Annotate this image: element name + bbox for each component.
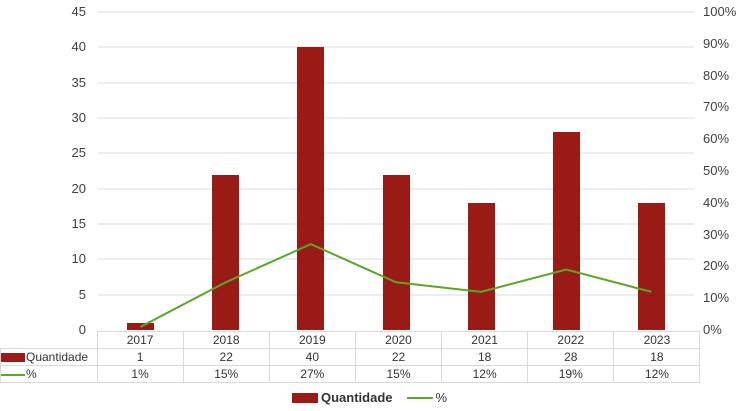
bar <box>552 132 580 330</box>
value-cell: 15% <box>182 365 270 383</box>
data-table-header-row: 2017 2018 2019 2020 2021 2022 2023 <box>1 331 701 349</box>
y2-tick-label: 70% <box>703 99 730 115</box>
row-label-quantidade: Quantidade <box>0 348 98 366</box>
data-table-row-percent: % 1% 15% 27% 15% 12% 19% 12% <box>0 365 701 383</box>
category-cell: 2018 <box>182 331 270 349</box>
bar <box>297 47 325 330</box>
y2-tick-label: 80% <box>703 67 730 83</box>
legend-item-quantidade: Quantidade <box>292 390 393 405</box>
gridline <box>98 152 694 155</box>
category-cell: 2023 <box>613 331 701 349</box>
y2-tick-label: 10% <box>703 290 730 306</box>
y-tick-label: 5 <box>78 286 86 302</box>
bar <box>212 174 240 330</box>
line-swatch-icon <box>1 373 25 376</box>
y-tick-label: 30 <box>71 110 86 125</box>
gridline <box>98 117 694 119</box>
value-cell: 18 <box>613 348 701 366</box>
y-tick-label: 45 <box>71 4 86 19</box>
y-tick-label: 35 <box>71 74 86 90</box>
value-cell: 1% <box>96 365 184 383</box>
value-cell: 27% <box>268 365 356 383</box>
bar <box>382 174 410 330</box>
value-cell: 28 <box>527 348 615 366</box>
category-cell: 2017 <box>96 331 184 349</box>
value-cell: 15% <box>354 365 443 383</box>
y-tick-label: 0 <box>78 322 86 337</box>
value-cell: 12% <box>613 365 701 383</box>
y-tick-label: 25 <box>71 145 86 161</box>
y2-tick-label: 30% <box>703 226 730 242</box>
y-tick-label: 20 <box>71 180 86 196</box>
legend-label-percent: % <box>435 390 448 405</box>
percent-line <box>140 243 652 328</box>
value-cell: 19% <box>527 365 615 383</box>
value-cell: 18 <box>441 348 529 366</box>
data-table-corner <box>1 332 98 349</box>
y2-tick-label: 60% <box>703 131 730 147</box>
y-tick-label: 40 <box>71 39 86 55</box>
category-cell: 2021 <box>441 331 529 349</box>
data-table: 2017 2018 2019 2020 2021 2022 2023 Quantidade … <box>0 331 701 383</box>
gridline <box>98 11 694 13</box>
y2-tick-label: 100% <box>703 4 737 19</box>
y-tick-label: 10 <box>71 251 86 267</box>
y-tick-label: 15 <box>71 216 86 231</box>
row-label-text: % <box>26 367 37 381</box>
value-cell: 1 <box>96 348 184 366</box>
bar-swatch-icon <box>1 353 25 363</box>
y2-tick-label: 20% <box>703 258 730 274</box>
value-cell: 22 <box>354 348 443 366</box>
bar <box>467 202 495 330</box>
bar-swatch-icon <box>292 392 318 403</box>
y2-tick-label: 0% <box>703 322 722 337</box>
legend-item-percent: % <box>406 390 448 405</box>
row-label-text: Quantidade <box>26 350 89 364</box>
y2-tick-label: 40% <box>703 194 730 210</box>
y2-tick-label: 90% <box>703 35 730 51</box>
category-cell: 2019 <box>268 331 356 349</box>
legend-label-quantidade: Quantidade <box>321 390 393 405</box>
y2-tick-label: 50% <box>703 163 730 178</box>
bar <box>637 202 665 330</box>
value-cell: 22 <box>182 348 270 366</box>
legend: Quantidade % <box>292 390 447 405</box>
category-cell: 2022 <box>527 331 615 349</box>
line-swatch-icon <box>406 396 433 399</box>
gridline <box>98 46 694 49</box>
gridline <box>98 81 694 84</box>
row-label-percent: % <box>0 365 98 383</box>
value-cell: 12% <box>441 365 529 383</box>
value-cell: 40 <box>268 348 356 366</box>
data-table-row-quantidade: Quantidade 1 22 40 22 18 28 18 <box>0 348 701 366</box>
category-cell: 2020 <box>354 331 443 349</box>
